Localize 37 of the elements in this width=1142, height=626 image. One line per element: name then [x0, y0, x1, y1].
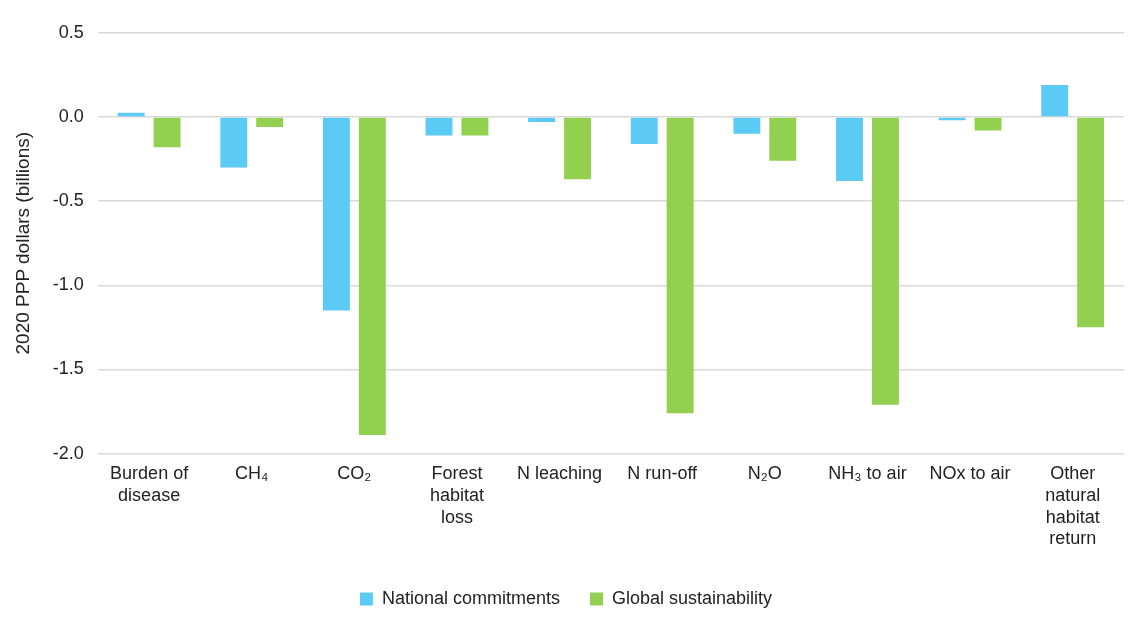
bar: [322, 117, 350, 311]
x-tick-label: Other natural habitat return: [1045, 463, 1101, 549]
bar: [153, 117, 181, 148]
legend-label: National commitments: [381, 587, 560, 608]
bar: [425, 117, 453, 136]
bar: [836, 117, 863, 181]
bar: [974, 117, 1002, 131]
bar: [733, 117, 761, 134]
bar: [666, 117, 694, 414]
y-tick-label: -2.0: [52, 442, 84, 463]
legend-label: Global sustainability: [611, 587, 773, 608]
x-tick-label: NOx to air: [929, 463, 1011, 484]
y-axis-title: 2020 PPP dollars (billions): [11, 131, 33, 355]
bar: [769, 117, 797, 161]
bar: [564, 117, 592, 180]
y-tick-label: 0.0: [58, 105, 84, 126]
bar: [1041, 84, 1069, 117]
bar: [256, 117, 284, 128]
x-tick-label: Forest habitat loss: [429, 463, 484, 527]
bar: [220, 117, 248, 168]
x-tick-label: N leaching: [517, 463, 603, 484]
x-tick-label: CO₂: [337, 463, 372, 484]
bar: [358, 117, 386, 436]
bar: [871, 117, 899, 405]
bar: [461, 117, 489, 136]
y-tick-label: -1.5: [52, 358, 84, 379]
x-tick-label: NH₃ to air: [828, 463, 907, 484]
y-tick-label: -0.5: [52, 190, 84, 211]
x-tick-label: N₂O: [747, 463, 782, 484]
bar: [630, 117, 658, 144]
bar: [528, 117, 556, 123]
x-tick-label: CH₄: [235, 463, 269, 484]
x-tick-label: Burden of disease: [110, 463, 190, 505]
y-tick-label: -1.0: [52, 274, 84, 295]
x-tick-label: N run-off: [627, 463, 699, 484]
bar: [1077, 117, 1105, 328]
y-tick-label: 0.5: [58, 21, 84, 42]
